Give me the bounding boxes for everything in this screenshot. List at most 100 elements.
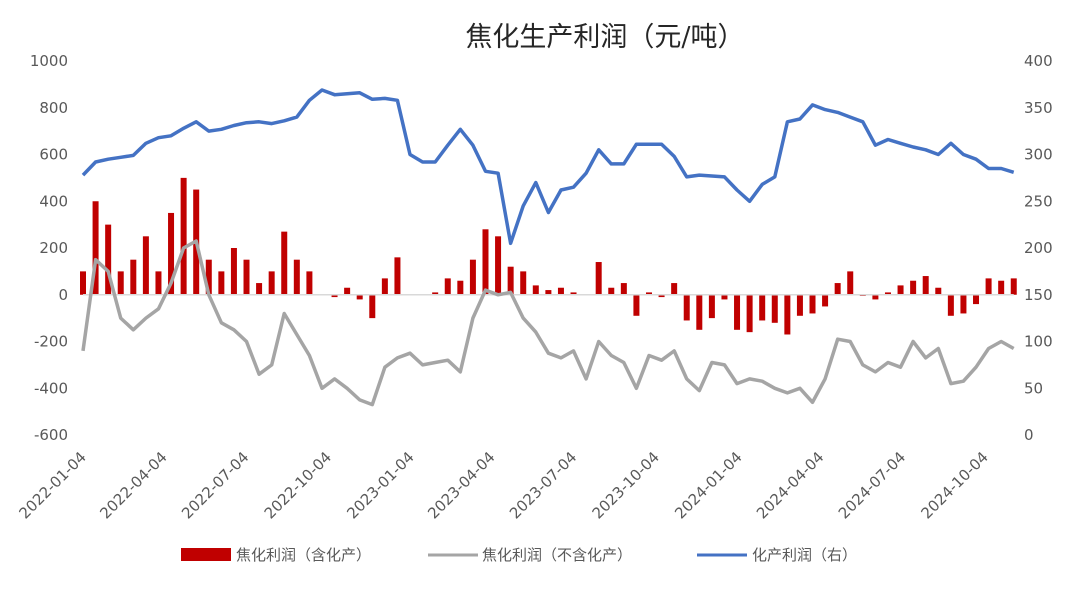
profit-bar [947, 294, 954, 316]
profit-bar [80, 271, 86, 295]
x-tick-label: 2024-04-04 [753, 448, 827, 522]
x-tick-label: 2024-10-04 [917, 448, 991, 522]
profit-bar [205, 259, 212, 295]
bar-series [80, 177, 1017, 335]
line-series [81, 88, 1015, 407]
x-tick-label: 2024-07-04 [835, 448, 909, 522]
profit-bar [557, 287, 564, 295]
x-tick-label: 2023-10-04 [589, 448, 663, 522]
profit-bar [218, 271, 225, 295]
profit-bar [532, 285, 539, 295]
profit-bar [721, 294, 728, 300]
profit-bar [545, 290, 552, 295]
profit-bar [683, 294, 690, 321]
left-tick-label: 200 [39, 239, 68, 257]
profit-bar [344, 287, 351, 295]
left-tick-label: -400 [34, 379, 68, 397]
right-tick-label: 100 [1024, 333, 1053, 351]
x-tick-label: 2022-10-04 [261, 448, 335, 522]
profit-bar [759, 294, 766, 321]
right-tick-label: 50 [1024, 379, 1043, 397]
profit-bar [180, 177, 187, 295]
profit-bar [268, 271, 275, 295]
profit-bar [897, 285, 904, 295]
x-tick-label: 2024-01-04 [671, 448, 745, 522]
profit-bar [872, 294, 879, 300]
right-tick-label: 250 [1024, 192, 1053, 210]
right-tick-label: 300 [1024, 146, 1053, 164]
profit-bar [633, 294, 640, 316]
profit-bar [457, 280, 464, 295]
left-tick-label: 600 [39, 146, 68, 164]
profit-bar [771, 294, 778, 323]
profit-bar [142, 236, 149, 295]
profit-bar [256, 283, 263, 295]
profit-bar [381, 278, 388, 295]
profit-bar [469, 259, 476, 295]
profit-bar [495, 236, 502, 295]
profit-bar [1010, 278, 1017, 295]
profit-bar [281, 231, 288, 295]
profit-bar [910, 280, 917, 295]
profit-bar [293, 259, 300, 295]
profit-bar [595, 262, 602, 295]
profit-bar [708, 294, 715, 319]
profit-bar [734, 294, 741, 330]
profit-bar [168, 212, 175, 295]
profit-bar [784, 294, 791, 335]
profit-bar [356, 294, 363, 300]
profit-bar [432, 292, 439, 295]
profit-bar [847, 271, 854, 295]
x-tick-label: 2023-07-04 [506, 448, 580, 522]
right-tick-label: 350 [1024, 99, 1053, 117]
profit-bar [884, 292, 891, 295]
legend-label-gray: 焦化利润（不含化产） [482, 546, 632, 564]
left-tick-label: -600 [34, 426, 68, 444]
x-tick-label: 2022-04-04 [96, 448, 170, 522]
right-tick-label: 200 [1024, 239, 1053, 257]
profit-bar [482, 229, 489, 295]
legend-label-blue: 化产利润（右） [752, 546, 857, 564]
x-tick-label: 2022-01-04 [15, 448, 89, 522]
legend: 焦化利润（含化产） 焦化利润（不含化产） 化产利润（右） [181, 546, 857, 564]
profit-bar [834, 283, 841, 295]
profit-bar [796, 294, 803, 316]
profit-bar [973, 294, 980, 305]
profit-bar [746, 294, 753, 333]
x-tick-label: 2023-01-04 [343, 448, 417, 522]
right-tick-label: 150 [1024, 286, 1053, 304]
profit-bar [243, 259, 250, 295]
profit-bar [92, 201, 99, 295]
left-tick-label: 400 [39, 192, 68, 210]
profit-bar [507, 266, 514, 295]
profit-bar [960, 294, 967, 314]
profit-bar [570, 292, 577, 295]
legend-label-bar: 焦化利润（含化产） [236, 546, 371, 564]
legend-swatch-bar [181, 548, 231, 561]
profit-bar [230, 248, 237, 295]
profit-bar [658, 294, 665, 298]
x-tick-label: 2023-04-04 [424, 448, 498, 522]
chart-title: 焦化生产利润（元/吨） [465, 22, 744, 53]
profit-bar [998, 280, 1005, 295]
profit-bar [809, 294, 816, 314]
profit-bar [822, 294, 829, 307]
profit-bar [117, 271, 124, 295]
left-axis-ticks: -600 -400 -200 0 200 400 600 800 1000 [30, 52, 68, 444]
profit-bar [922, 276, 929, 295]
profit-bar [394, 257, 401, 295]
profit-bar [520, 271, 527, 295]
profit-bar [130, 259, 137, 295]
x-axis-ticks: 2022-01-04 2022-04-04 2022-07-04 2022-10-04… [15, 448, 991, 522]
profit-bar [696, 294, 703, 330]
profit-bar [671, 283, 678, 295]
left-tick-label: -200 [34, 333, 68, 351]
profit-bar [306, 271, 313, 295]
coking-profit-excl-chem-line [81, 239, 1015, 407]
left-tick-label: 0 [58, 286, 68, 304]
right-tick-label: 400 [1024, 52, 1053, 70]
right-tick-label: 0 [1024, 426, 1034, 444]
profit-bar [645, 292, 652, 295]
